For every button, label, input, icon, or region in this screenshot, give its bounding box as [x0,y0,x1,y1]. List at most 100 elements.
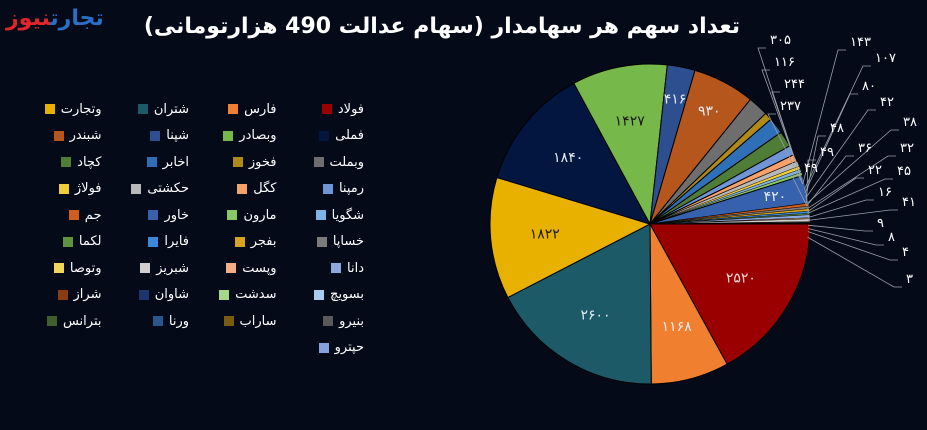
callout-label: ۲۲ [868,163,882,178]
legend-item[interactable]: شراز [14,286,102,304]
legend-item[interactable]: بنیرو [277,312,364,330]
legend-item[interactable]: حپترو [277,339,364,357]
callout-label: ۴۹ [820,145,834,160]
callout-label: ۳۸ [903,115,917,130]
callout-label: ۲۳۷ [780,99,801,114]
legend-label: بنیرو [339,313,364,329]
callout-label: ۴ [902,245,909,260]
callout-label: ۹ [877,216,884,231]
legend-item[interactable]: فخوز [189,153,277,171]
legend-item[interactable]: وپست [189,259,277,277]
legend-item[interactable]: وبملت [277,153,364,171]
legend-item[interactable]: جم [14,206,102,224]
legend-label: شاوان [154,287,189,302]
legend-label: مارون [243,207,277,223]
legend-item[interactable]: شاوان [102,286,189,304]
slice-value-label: ۱۸۲۲ [530,227,560,243]
pie-slice[interactable] [489,176,652,299]
legend-item[interactable]: لکما [14,233,102,251]
legend-item[interactable]: فولاد [277,100,364,118]
legend-item[interactable]: حکشتی [102,180,189,198]
pie-slice[interactable] [507,223,652,385]
legend-item[interactable]: رمپنا [277,180,364,198]
legend-item[interactable]: اخابر [102,153,189,171]
legend-item[interactable]: کچاد [14,153,102,171]
legend-item[interactable]: کگل [189,180,277,198]
legend-item[interactable]: بسویچ [277,286,364,304]
callout-label: ۴۵ [897,164,911,179]
legend-item[interactable]: فولاژ [14,180,102,198]
legend-swatch-icon [148,210,159,220]
legend-swatch-icon [53,130,64,141]
legend-swatch-icon [313,157,324,167]
legend-swatch-icon [148,236,159,247]
legend-label: کگل [253,181,277,196]
legend-swatch-icon [227,210,238,220]
legend-label: خساپا [332,234,364,249]
legend-swatch-icon [138,289,149,300]
legend-label: حکشتی [147,181,189,196]
legend-label: خاور [164,207,189,223]
legend-label: فارس [244,101,277,117]
legend-swatch-icon [226,263,237,273]
pie-slice[interactable] [573,63,668,226]
callout-label: ۳۰۵ [770,33,791,48]
legend-item[interactable]: بفجر [189,233,277,251]
legend-label: فخوز [248,154,277,170]
callout-leader-line [807,178,893,214]
legend-item[interactable]: شپنا [102,127,189,145]
legend-item[interactable]: وبصادر [189,127,277,145]
legend-item[interactable]: وتجارت [14,100,102,118]
legend-label: شپنا [166,128,189,143]
legend-label: حپترو [334,340,364,355]
callout-leader-line [806,159,816,204]
legend-item[interactable]: شگویا [277,206,364,224]
legend-item[interactable]: شبندر [14,127,102,145]
slice-value-label: ۲۶۰۰ [580,307,610,323]
legend-swatch-icon [150,130,161,141]
legend-label: شبریز [156,260,189,276]
legend-item[interactable]: دانا [277,259,364,277]
legend-label: وتوصا [69,260,102,276]
callout-leader-line [807,236,902,288]
callout-label: ۱۱۶ [774,55,795,70]
callout-label: ۴۸ [830,121,844,136]
pie-slice[interactable] [496,82,652,225]
legend-item[interactable]: بترانس [14,312,102,330]
legend-label: بترانس [62,313,102,329]
callout-leader-line [807,209,898,221]
callout-label: ۴۲ [880,95,894,110]
legend-item[interactable]: ساراب [189,312,277,330]
legend-label: بفجر [250,234,277,249]
legend-swatch-icon [152,316,163,326]
legend-label: جم [84,207,102,223]
legend-label: سدشت [235,287,277,302]
legend-swatch-icon [137,104,148,114]
legend-item[interactable]: ورنا [102,312,189,330]
legend-item[interactable]: سدشت [189,286,277,304]
legend-item[interactable]: خاور [102,206,189,224]
legend-item[interactable]: فایرا [102,233,189,251]
legend-swatch-icon [57,289,68,300]
legend-item[interactable]: وتوصا [14,259,102,277]
legend-item[interactable]: فملی [277,127,364,145]
callout-label: ۳۲ [900,141,914,156]
legend-label: شتران [153,101,189,117]
legend-label: اخابر [162,154,189,170]
legend-swatch-icon [223,130,234,141]
legend-swatch-icon [323,316,334,326]
legend-item[interactable]: خساپا [277,233,364,251]
legend-item[interactable]: مارون [189,206,277,224]
slice-value-label: ۱۸۴۰ [553,150,583,166]
legend-label: فولاژ [74,181,102,196]
legend-item[interactable]: فارس [189,100,277,118]
legend-label: شراز [73,287,102,302]
legend-label: شبندر [69,128,102,143]
legend-label: کچاد [77,154,102,170]
pie-slice[interactable] [649,223,811,365]
callout-label: ۱۰۷ [875,51,896,66]
legend-item[interactable]: شبریز [102,259,189,277]
legend-item[interactable]: شتران [102,100,189,118]
legend-label: وبملت [329,154,364,170]
